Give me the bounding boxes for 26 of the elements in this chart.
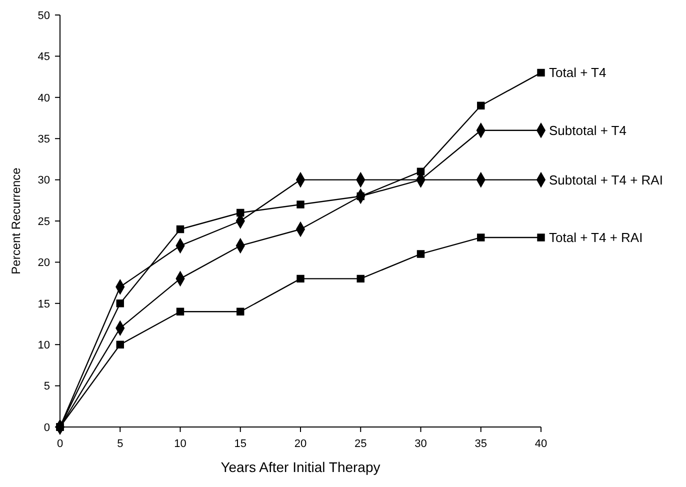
y-tick-label: 0: [44, 422, 50, 434]
series-label: Subtotal + T4: [549, 122, 626, 138]
x-tick-label: 35: [474, 438, 487, 450]
x-tick-label: 0: [56, 438, 64, 450]
x-axis-title: Years After Initial Therapy: [220, 459, 380, 475]
y-tick-label: 15: [38, 298, 50, 310]
x-tick-label: 5: [117, 438, 124, 450]
x-tick-label: 15: [234, 438, 246, 450]
y-tick-label: 25: [38, 216, 50, 228]
y-tick-label: 35: [38, 133, 50, 146]
y-tick-label: 40: [38, 92, 50, 104]
y-tick-label: 20: [38, 257, 50, 270]
y-tick-label: 50: [38, 10, 50, 22]
x-tick-label: 25: [354, 438, 367, 450]
y-axis-title: Percent Recurrence: [9, 167, 23, 274]
y-tick-label: 45: [38, 51, 50, 64]
y-tick-label: 5: [44, 380, 50, 393]
series-label: Total + T4 + RAI: [549, 230, 643, 246]
x-tick-label: 30: [414, 438, 427, 450]
y-tick-label: 30: [38, 174, 50, 187]
x-tick-label: 40: [534, 438, 548, 450]
x-tick-label: 20: [294, 438, 307, 450]
y-tick-label: 10: [38, 339, 50, 352]
series-label: Total + T4: [549, 65, 606, 80]
x-tick-label: 10: [174, 438, 186, 450]
series-label: Subtotal + T4 + RAI: [549, 172, 663, 188]
